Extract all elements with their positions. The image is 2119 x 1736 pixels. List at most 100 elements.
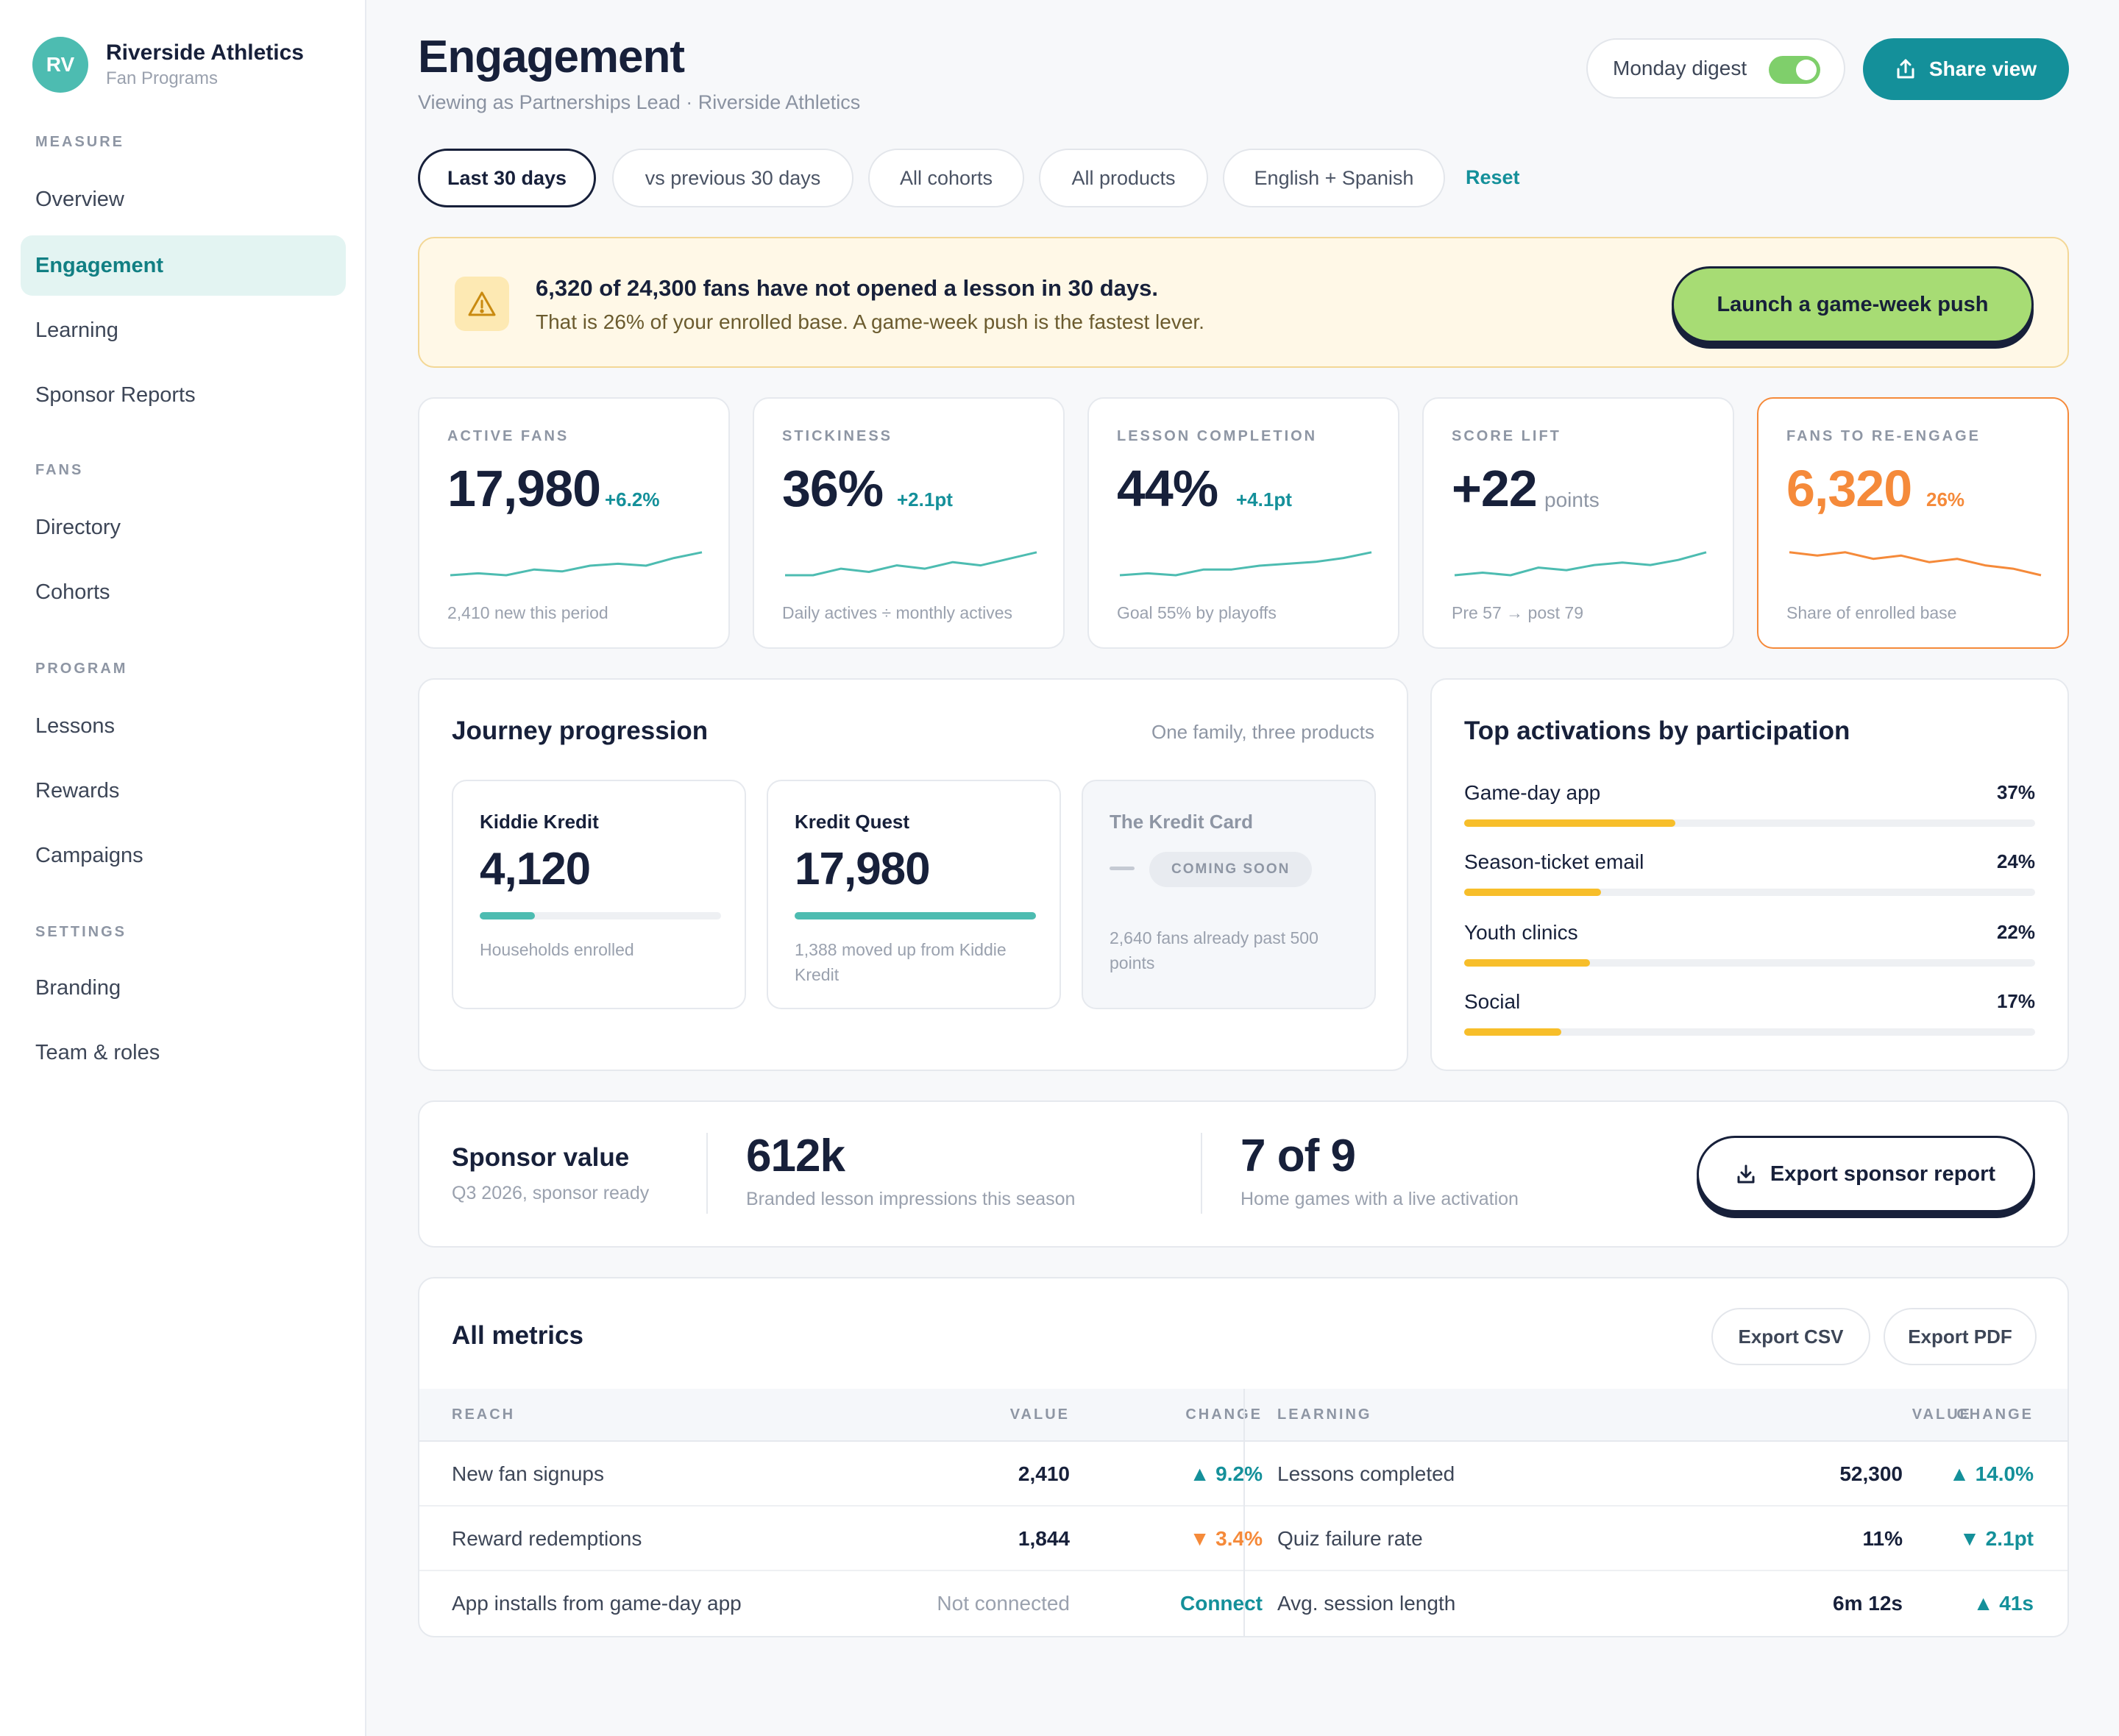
sidebar-item-overview[interactable]: Overview	[35, 187, 124, 211]
divider	[706, 1133, 708, 1214]
kpi-label: ACTIVE FANS	[447, 428, 569, 444]
sponsor-title: Sponsor value	[452, 1143, 630, 1172]
sidebar-item-lessons[interactable]: Lessons	[35, 714, 116, 738]
brand: RV Riverside Athletics Fan Programs	[32, 37, 304, 93]
kpi-card-stickiness: STICKINESS 36% +2.1pt Daily actives ÷ mo…	[753, 397, 1065, 649]
column-header-change: CHANGE	[1956, 1406, 2034, 1423]
activation-percent: 37%	[1996, 781, 2035, 803]
sponsor-games-caption: Home games with a live activation	[1240, 1189, 1519, 1209]
connect-link[interactable]: Connect	[1180, 1592, 1263, 1615]
metric-name: Reward redemptions	[452, 1527, 642, 1550]
metric-change: ▼ 3.4%	[1189, 1527, 1263, 1550]
sidebar-item-team-roles[interactable]: Team & roles	[35, 1040, 160, 1064]
product-footnote: Households enrolled	[480, 940, 634, 959]
metric-name: Quiz failure rate	[1277, 1527, 1423, 1550]
kpi-footnote: Share of enrolled base	[1786, 603, 1957, 622]
activation-bar	[1464, 819, 2035, 827]
sidebar-item-cohorts[interactable]: Cohorts	[35, 580, 110, 604]
sparkline-path	[450, 551, 703, 577]
filter-chip-last-30-days[interactable]: Last 30 days	[418, 149, 596, 207]
sparkline	[785, 551, 1037, 577]
kpi-card-active-fans: ACTIVE FANS 17,980 +6.2% 2,410 new this …	[418, 397, 730, 649]
sidebar-item-directory[interactable]: Directory	[35, 515, 121, 539]
export-sponsor-report-button[interactable]: Export sponsor report	[1697, 1136, 2035, 1212]
product-card-kiddie-kredit[interactable]: Kiddie Kredit 4,120 Households enrolled	[452, 780, 746, 1009]
metric-name: Lessons completed	[1277, 1462, 1455, 1485]
metric-name: App installs from game-day app	[452, 1592, 742, 1615]
share-view-button[interactable]: Share view	[1863, 38, 2069, 100]
activation-fill	[1464, 1028, 1561, 1036]
kpi-delta: +6.2%	[605, 488, 660, 511]
product-value: 17,980	[795, 844, 931, 894]
nav-section-fans: FANS	[35, 462, 84, 478]
column-header-reach: REACH	[452, 1406, 516, 1423]
reset-filters-link[interactable]: Reset	[1466, 166, 1520, 188]
activation-fill	[1464, 889, 1602, 896]
product-name: Kredit Quest	[795, 811, 910, 833]
table-row: App installs from game-day app Not conne…	[419, 1571, 2067, 1636]
kpi-value: 36%	[782, 460, 884, 517]
nav-section-settings: SETTINGS	[35, 924, 127, 940]
metric-change: ▲ 14.0%	[1949, 1462, 2034, 1485]
kpi-delta: +4.1pt	[1236, 488, 1292, 511]
sidebar-item-engagement[interactable]: Engagement	[21, 235, 346, 296]
panel-note: One family, three products	[1151, 721, 1374, 743]
panel-title: Journey progression	[452, 716, 709, 745]
export-pdf-button[interactable]: Export PDF	[1884, 1308, 2037, 1365]
kpi-delta: +2.1pt	[897, 488, 953, 511]
metric-change: ▼ 2.1pt	[1959, 1527, 2034, 1550]
filter-chip-compare[interactable]: vs previous 30 days	[612, 149, 853, 207]
progress-bar	[480, 912, 721, 919]
warning-icon	[455, 277, 509, 331]
toggle-switch[interactable]	[1769, 56, 1820, 84]
avatar: RV	[32, 37, 88, 93]
kpi-footnote: Daily actives ÷ monthly actives	[782, 603, 1013, 622]
sparkline	[1119, 551, 1372, 577]
sidebar-item-campaigns[interactable]: Campaigns	[35, 843, 143, 867]
sidebar-item-rewards[interactable]: Rewards	[35, 778, 120, 803]
table-title: All metrics	[452, 1321, 583, 1350]
kpi-label: LESSON COMPLETION	[1117, 428, 1318, 444]
placeholder-dash	[1110, 867, 1135, 870]
filter-chip-products[interactable]: All products	[1039, 149, 1208, 207]
page-title: Engagement	[418, 32, 685, 82]
sidebar-item-branding[interactable]: Branding	[35, 975, 121, 1000]
divider	[1201, 1133, 1202, 1214]
coming-soon-badge: COMING SOON	[1149, 852, 1313, 887]
filter-chip-language[interactable]: English + Spanish	[1223, 149, 1445, 207]
kpi-value: 17,980	[447, 460, 601, 517]
brand-subtitle: Fan Programs	[106, 68, 219, 88]
filter-chip-cohorts[interactable]: All cohorts	[868, 149, 1024, 207]
activation-name: Season-ticket email	[1464, 850, 1644, 873]
alert-body: That is 26% of your enrolled base. A gam…	[536, 310, 1204, 333]
product-card-kredit-card: The Kredit Card COMING SOON 2,640 fans a…	[1082, 780, 1376, 1009]
sparkline	[1454, 551, 1707, 577]
share-label: Share view	[1928, 57, 2037, 80]
sparkline	[1789, 551, 2042, 577]
journey-progression-panel: Journey progression One family, three pr…	[418, 678, 1408, 1071]
sponsor-subtitle: Q3 2026, sponsor ready	[452, 1183, 650, 1203]
metric-name: New fan signups	[452, 1462, 605, 1485]
nav-section-measure: MEASURE	[35, 134, 125, 150]
kpi-value: 44%	[1117, 460, 1218, 517]
sponsor-value-panel: Sponsor value Q3 2026, sponsor ready 612…	[418, 1100, 2069, 1248]
metric-value: 2,410	[1018, 1462, 1070, 1485]
column-header-change: CHANGE	[1185, 1406, 1263, 1423]
sponsor-games-value: 7 of 9	[1240, 1131, 1356, 1181]
activation-name: Social	[1464, 990, 1521, 1013]
launch-push-button[interactable]: Launch a game-week push	[1672, 266, 2034, 343]
progress-fill	[480, 912, 536, 919]
kpi-footnote: 2,410 new this period	[447, 603, 608, 622]
top-activations-panel: Top activations by participation Game-da…	[1430, 678, 2069, 1071]
activation-fill	[1464, 819, 1676, 827]
column-header-value: VALUE	[1009, 1406, 1070, 1423]
sparkline	[450, 551, 703, 577]
kpi-unit: points	[1544, 488, 1600, 511]
kpi-delta: 26%	[1926, 488, 1965, 511]
product-card-kredit-quest[interactable]: Kredit Quest 17,980 1,388 moved up from …	[767, 780, 1061, 1009]
activation-bar	[1464, 889, 2035, 896]
sidebar-item-learning[interactable]: Learning	[35, 318, 118, 342]
monday-digest-toggle[interactable]: Monday digest	[1586, 38, 1845, 99]
sidebar-item-sponsor-reports[interactable]: Sponsor Reports	[35, 383, 196, 407]
export-csv-button[interactable]: Export CSV	[1711, 1308, 1870, 1365]
